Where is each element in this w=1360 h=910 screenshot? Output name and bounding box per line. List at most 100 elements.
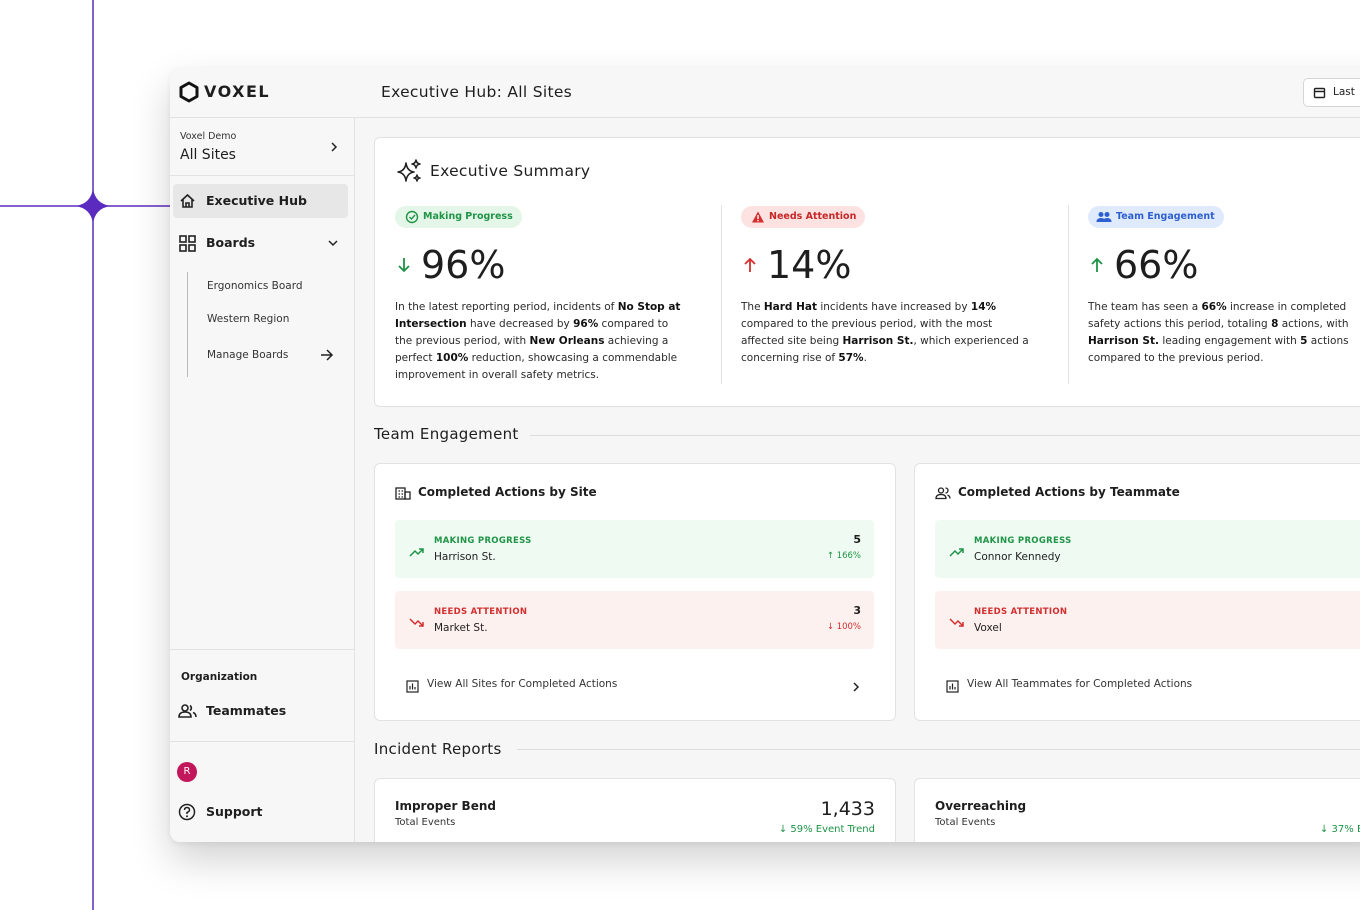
text-run: increase in completed safety actions thi…: [1088, 301, 1347, 330]
row-name: Harrison St.: [434, 551, 496, 563]
metric-value: 14%: [767, 243, 852, 287]
divider: [1068, 205, 1069, 384]
emphasis: 5: [1300, 335, 1308, 347]
logo-icon: [179, 81, 199, 103]
status-badge: Making Progress: [395, 206, 522, 228]
teammates-icon: [178, 704, 197, 718]
board-item[interactable]: Ergonomics Board: [207, 280, 303, 292]
nav-boards[interactable]: Boards: [206, 235, 256, 250]
board-item[interactable]: Manage Boards: [207, 349, 289, 361]
incident-title: Improper Bend: [395, 799, 496, 813]
status-badge: Team Engagement: [1088, 206, 1224, 228]
incident-count: 1,433: [820, 798, 875, 820]
emphasis: 57%: [838, 352, 864, 364]
divider: [170, 741, 354, 742]
badge-icon: [751, 210, 767, 224]
action-row: NEEDS ATTENTION Market St. 3 ↓ 100%: [395, 591, 874, 649]
row-trend: ↓ 100%: [826, 622, 861, 632]
avatar[interactable]: R: [177, 762, 197, 782]
incident-card: Improper Bend Total Events 1,433 ↓ 59% Even…: [374, 778, 896, 842]
metric-value: 66%: [1114, 243, 1199, 287]
sparkle-icon: [397, 159, 421, 182]
emphasis: Harrison St.: [1088, 335, 1159, 347]
trend-icon: [949, 543, 965, 557]
row-name: Connor Kennedy: [974, 551, 1061, 563]
text-run: The team has seen a: [1088, 301, 1202, 313]
nav-support[interactable]: Support: [206, 804, 263, 819]
row-trend: ↑ 166%: [826, 551, 861, 561]
summary-text: The Hard Hat incidents have increased by…: [741, 299, 1031, 367]
nav-executive-hub[interactable]: Executive Hub: [206, 193, 307, 208]
metric-value: 96%: [421, 243, 506, 287]
chart-icon: [946, 678, 959, 693]
text-run: actions, with: [1278, 318, 1349, 330]
badge-icon: [405, 210, 421, 224]
summary-text: The team has seen a 66% increase in comp…: [1088, 299, 1360, 367]
calendar-icon: [1313, 87, 1326, 99]
badge-icon: [1096, 210, 1112, 224]
nav-teammates[interactable]: Teammates: [206, 703, 287, 718]
chevron-down[interactable]: [327, 238, 339, 248]
board-item[interactable]: Western Region: [207, 313, 290, 325]
text-run: , which experienced a concerning rise of: [741, 335, 1029, 364]
divider: [170, 175, 354, 176]
emphasis: 96%: [573, 318, 599, 330]
rule: [530, 435, 1360, 436]
chevron[interactable]: [329, 141, 339, 153]
section-title: Incident Reports: [374, 740, 502, 758]
status-badge: Needs Attention: [741, 206, 866, 228]
emphasis: Harrison St.: [842, 335, 914, 347]
row-status: MAKING PROGRESS: [974, 536, 1072, 546]
emphasis: 14%: [970, 301, 997, 313]
text-run: achieving a perfect: [395, 335, 669, 364]
row-count: 5: [853, 533, 861, 546]
text-run: compared to the previous period, with th…: [741, 318, 993, 347]
text-run: leading engagement with: [1159, 335, 1301, 347]
chart-icon: [406, 678, 419, 693]
trend-arrow: [742, 256, 758, 274]
text-run: incidents have increased by: [817, 301, 971, 313]
incident-subtitle: Total Events: [395, 817, 456, 828]
header: [354, 68, 1360, 118]
rule: [517, 749, 1360, 750]
app-window: VOXEL Executive Hub: All Sites Last Voxe…: [170, 68, 1360, 842]
chevron: [851, 678, 861, 692]
support-icon: [178, 803, 196, 821]
panel-title: Completed Actions by Site: [418, 485, 597, 499]
row-name: Voxel: [974, 622, 1002, 634]
action-row: MAKING PROGRESS Connor Kennedy: [935, 520, 1360, 578]
arrow-right[interactable]: [320, 349, 334, 361]
text-run: reduction, showcasing a commendable impr…: [395, 352, 678, 381]
view-all-link[interactable]: View All Teammates for Completed Actions: [967, 678, 1193, 690]
action-row: NEEDS ATTENTION Voxel: [935, 591, 1360, 649]
divider: [721, 205, 722, 384]
row-status: MAKING PROGRESS: [434, 536, 532, 546]
date-button[interactable]: Last: [1303, 78, 1360, 107]
trend-icon: [409, 543, 425, 557]
incident-subtitle: Total Events: [935, 817, 996, 828]
action-row: MAKING PROGRESS Harrison St. 5 ↑ 166%: [395, 520, 874, 578]
summary-card: [374, 137, 1360, 407]
trend-arrow: [396, 256, 412, 274]
divider: [170, 117, 354, 118]
text-run: compared to the previous period, with: [395, 318, 669, 347]
divider: [170, 649, 354, 650]
section-title: Team Engagement: [374, 425, 519, 443]
emphasis: 8: [1271, 318, 1279, 330]
page-title: Executive Hub: All Sites: [381, 83, 573, 101]
tree-line: [187, 272, 188, 377]
decoration: [0, 0, 175, 910]
text-run: .: [863, 352, 867, 364]
summary-text: In the latest reporting period, incident…: [395, 299, 685, 384]
row-status: NEEDS ATTENTION: [434, 607, 528, 617]
panel-icon: [395, 485, 411, 500]
org[interactable]: All Sites: [180, 147, 236, 163]
boards-icon: [179, 235, 196, 252]
home-icon: [180, 193, 195, 208]
view-all-link[interactable]: View All Sites for Completed Actions: [427, 678, 618, 690]
incident-title: Overreaching: [935, 799, 1027, 813]
nav-active[interactable]: [173, 184, 348, 218]
app: VOXEL Executive Hub: All Sites Last Voxe…: [170, 68, 1360, 842]
row-count: 3: [853, 604, 861, 617]
emphasis: New Orleans: [529, 335, 605, 347]
